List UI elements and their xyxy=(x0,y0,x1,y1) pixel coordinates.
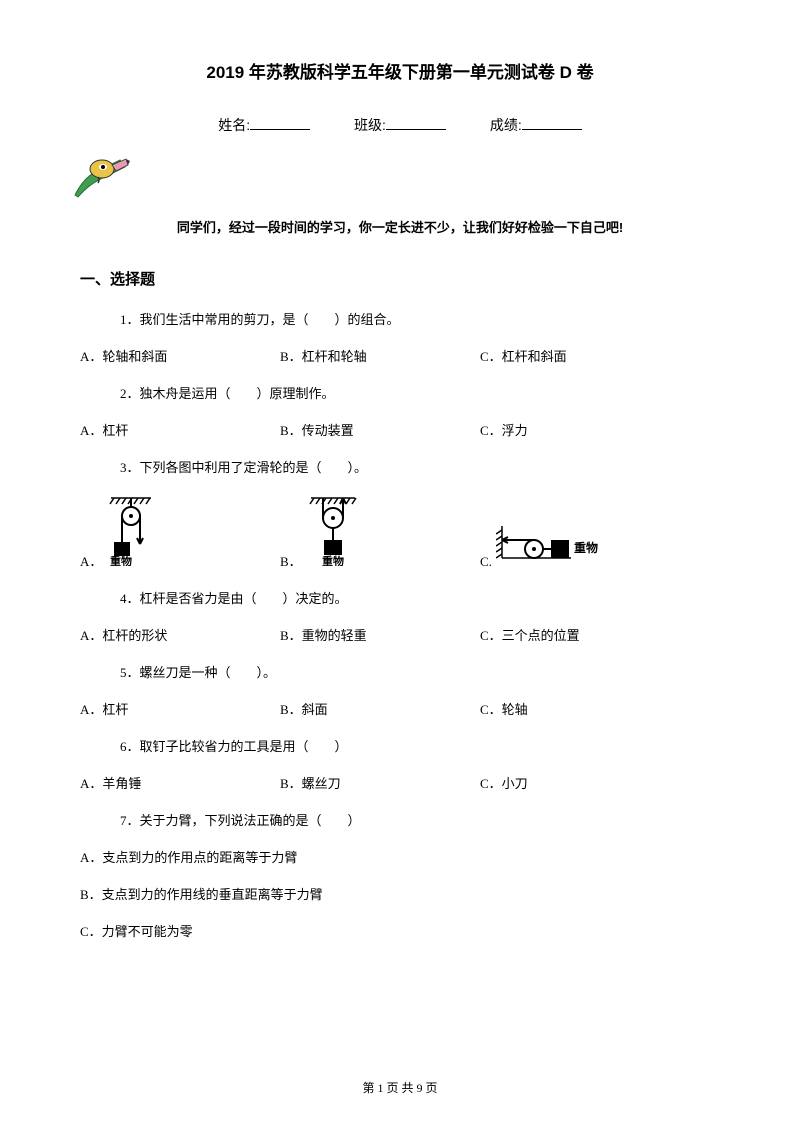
q6-option-a: A．羊角锤 xyxy=(80,773,280,792)
q6-option-c: C．小刀 xyxy=(480,773,680,792)
q5-option-c: C．轮轴 xyxy=(480,699,680,718)
q7-option-c: C．力臂不可能为零 xyxy=(80,921,720,940)
question-7: 7．关于力臂，下列说法正确的是（ ） xyxy=(80,810,720,829)
class-label: 班级: xyxy=(354,117,386,133)
question-2-options: A．杠杆 B．传动装置 C．浮力 xyxy=(80,420,720,439)
svg-text:重物: 重物 xyxy=(574,540,598,555)
question-4-options: A．杠杆的形状 B．重物的轻重 C．三个点的位置 xyxy=(80,625,720,644)
q3-option-c: C. 重物 xyxy=(480,526,680,570)
q1-option-a: A．轮轴和斜面 xyxy=(80,346,280,365)
question-4: 4．杠杆是否省力是由（ ）决定的。 xyxy=(80,588,720,607)
pulley-diagram-c: 重物 xyxy=(496,526,606,570)
question-2: 2．独木舟是运用（ ）原理制作。 xyxy=(80,383,720,402)
pulley-diagram-a: 重物 xyxy=(106,494,156,570)
name-label: 姓名: xyxy=(218,117,250,133)
question-5-options: A．杠杆 B．斜面 C．轮轴 xyxy=(80,699,720,718)
question-1: 1．我们生活中常用的剪刀，是（ ）的组合。 xyxy=(80,309,720,328)
question-3: 3．下列各图中利用了定滑轮的是（ ）。 xyxy=(80,457,720,476)
question-3-image-options: A． 重物 B． xyxy=(80,494,720,570)
svg-text:重物: 重物 xyxy=(322,554,344,566)
q4-option-a: A．杠杆的形状 xyxy=(80,625,280,644)
student-info-line: 姓名: 班级: 成绩: xyxy=(80,115,720,135)
q5-option-b: B．斜面 xyxy=(280,699,480,718)
q1-option-c: C．杠杆和斜面 xyxy=(480,346,680,365)
q3-label-a: A． xyxy=(80,551,102,570)
section-1-header: 一、选择题 xyxy=(80,268,720,289)
q7-option-a: A．支点到力的作用点的距离等于力臂 xyxy=(80,847,720,866)
q3-label-c: C. xyxy=(480,554,492,570)
score-label: 成绩: xyxy=(490,117,522,133)
q2-option-c: C．浮力 xyxy=(480,420,680,439)
q3-option-b: B． 重物 xyxy=(280,494,480,570)
question-5: 5．螺丝刀是一种（ ）。 xyxy=(80,662,720,681)
name-blank[interactable] xyxy=(250,129,310,130)
q4-option-b: B．重物的轻重 xyxy=(280,625,480,644)
page-footer: 第 1 页 共 9 页 xyxy=(0,1079,800,1096)
q3-label-b: B． xyxy=(280,551,302,570)
score-blank[interactable] xyxy=(522,129,582,130)
q2-option-b: B．传动装置 xyxy=(280,420,480,439)
page-title: 2019 年苏教版科学五年级下册第一单元测试卷 D 卷 xyxy=(80,58,720,83)
question-6: 6．取钉子比较省力的工具是用（ ） xyxy=(80,736,720,755)
q4-option-c: C．三个点的位置 xyxy=(480,625,680,644)
q6-option-b: B．螺丝刀 xyxy=(280,773,480,792)
pulley-diagram-b: 重物 xyxy=(306,494,360,570)
q1-option-b: B．杠杆和轮轴 xyxy=(280,346,480,365)
q2-option-a: A．杠杆 xyxy=(80,420,280,439)
pencil-icon xyxy=(70,155,720,209)
q3-option-a: A． 重物 xyxy=(80,494,280,570)
q5-option-a: A．杠杆 xyxy=(80,699,280,718)
intro-text: 同学们，经过一段时间的学习，你一定长进不少，让我们好好检验一下自己吧! xyxy=(80,217,720,236)
question-1-options: A．轮轴和斜面 B．杠杆和轮轴 C．杠杆和斜面 xyxy=(80,346,720,365)
svg-text:重物: 重物 xyxy=(110,554,132,566)
class-blank[interactable] xyxy=(386,129,446,130)
q7-option-b: B．支点到力的作用线的垂直距离等于力臂 xyxy=(80,884,720,903)
question-6-options: A．羊角锤 B．螺丝刀 C．小刀 xyxy=(80,773,720,792)
